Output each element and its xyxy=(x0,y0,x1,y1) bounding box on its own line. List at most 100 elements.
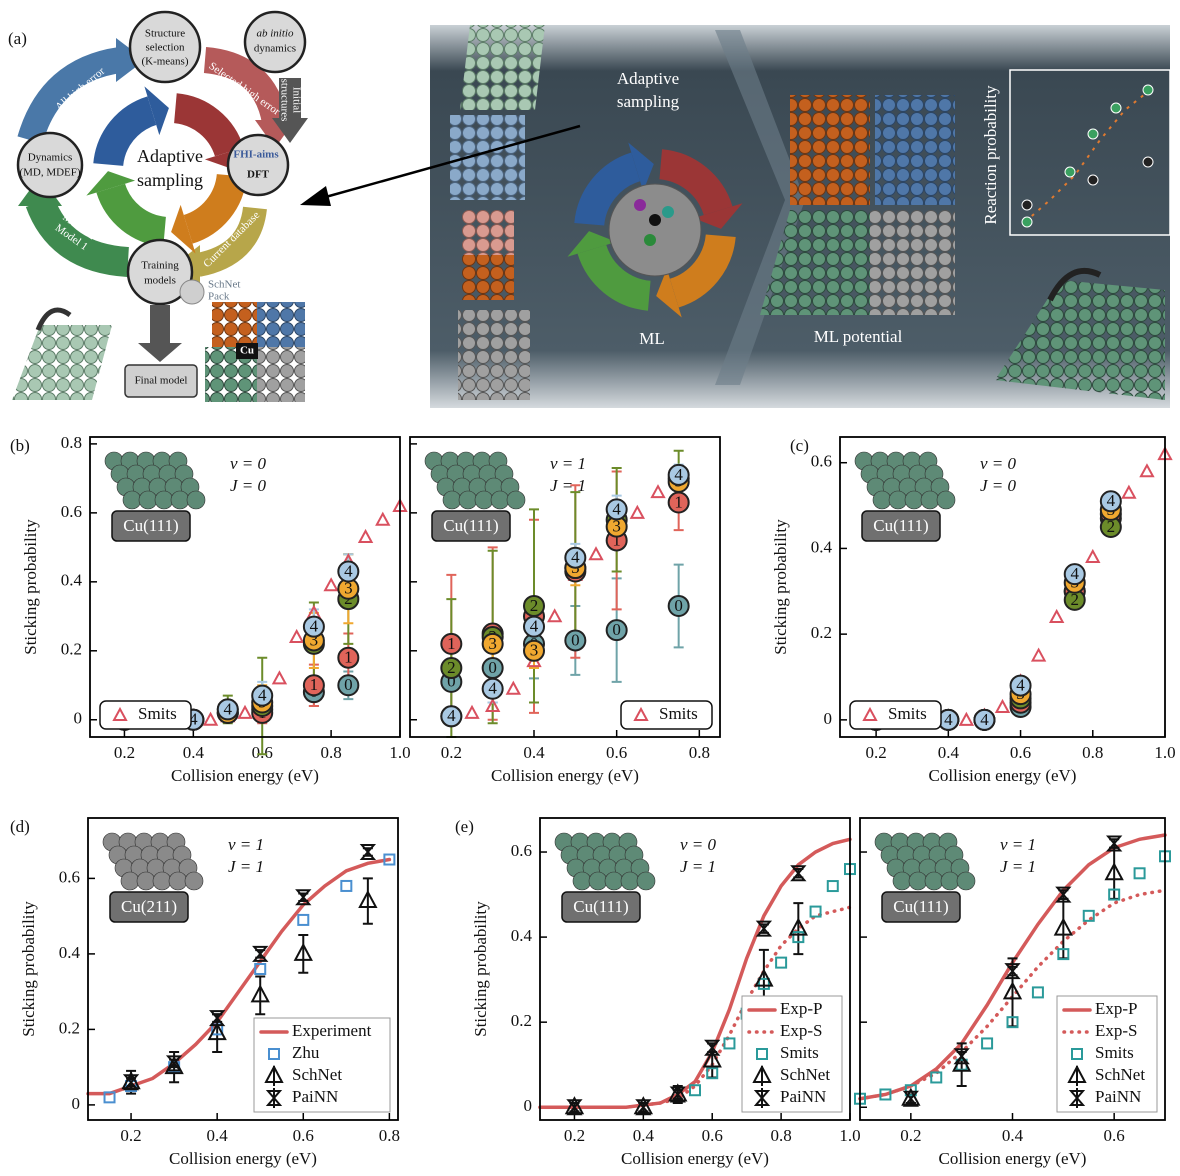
legend-label: Smits xyxy=(1095,1043,1134,1062)
y-axis-label: Sticking probability xyxy=(471,901,490,1037)
legend-label: Exp-P xyxy=(780,999,823,1018)
x-tick-label: 0.2 xyxy=(865,743,886,762)
cycle-arrow xyxy=(111,188,165,232)
x-axis-label: Collision energy (eV) xyxy=(929,766,1077,785)
y-tick-label: 0.4 xyxy=(511,926,533,945)
annotation: v = 0 xyxy=(980,454,1017,473)
x-tick-label: 0.2 xyxy=(900,1126,921,1145)
surface-icon-atom xyxy=(153,872,171,890)
surface-icon-atom xyxy=(123,491,141,509)
atom xyxy=(662,206,674,218)
marker-label: 2 xyxy=(530,596,539,615)
legend-label: SchNet xyxy=(1095,1065,1145,1084)
y-tick-label: 0.8 xyxy=(61,433,82,452)
y-tick-label: 0.4 xyxy=(59,943,81,962)
legend-label: Exp-S xyxy=(1095,1021,1138,1040)
surface-label: Cu(111) xyxy=(573,897,628,916)
surface-icon-atom xyxy=(873,491,891,509)
surface-icon-atom xyxy=(937,491,955,509)
surface-icon-atom xyxy=(925,872,943,890)
x-tick-label: 0.4 xyxy=(1002,1126,1024,1145)
surface xyxy=(875,95,955,205)
x-tick-label: 0.6 xyxy=(293,1126,314,1145)
node-text: models xyxy=(144,275,176,287)
surface-icon-atom xyxy=(443,491,461,509)
x-tick-label: 0.4 xyxy=(523,743,545,762)
surface xyxy=(12,325,112,400)
annotation: v = 1 xyxy=(228,835,264,854)
x-tick-label: 0.6 xyxy=(702,1126,723,1145)
scheme-text: Adaptive xyxy=(617,69,679,88)
x-axis-label: Collision energy (eV) xyxy=(169,1149,317,1168)
node-text: dynamics xyxy=(254,43,296,55)
x-tick-label: 0.4 xyxy=(207,1126,229,1145)
annotation: v = 0 xyxy=(680,835,717,854)
surface-icon-atom xyxy=(139,491,157,509)
node-text: Training xyxy=(141,260,179,272)
marker-label: 4 xyxy=(310,617,319,636)
scheme-text: ML xyxy=(639,329,665,348)
x-tick-label: 0.6 xyxy=(1104,1126,1125,1145)
surface-icon-atom xyxy=(137,872,155,890)
x-axis-label: Collision energy (eV) xyxy=(171,766,319,785)
y-tick-label: 0 xyxy=(524,1096,533,1115)
annotation: v = 1 xyxy=(1000,835,1036,854)
surface-label: Cu(111) xyxy=(443,516,498,535)
inset-point xyxy=(1065,167,1075,177)
marker-label: 4 xyxy=(674,465,683,484)
x-tick-label: 0.4 xyxy=(183,743,205,762)
annotation: J = 1 xyxy=(550,476,586,495)
inset-point xyxy=(1143,85,1153,95)
surface-icon-atom xyxy=(121,872,139,890)
node-text: DFT xyxy=(247,169,270,181)
legend-label: Exp-P xyxy=(1095,999,1138,1018)
marker-label: 3 xyxy=(488,634,497,653)
surface xyxy=(257,302,305,347)
cycle-title: Adaptive xyxy=(137,146,203,166)
surface xyxy=(450,115,525,200)
x-tick-label: 0.2 xyxy=(564,1126,585,1145)
panel-label: (c) xyxy=(790,436,809,455)
inset-point xyxy=(1022,200,1032,210)
x-tick-label: 0.2 xyxy=(120,1126,141,1145)
y-tick-label: 0.2 xyxy=(59,1018,80,1037)
legend-label: SchNet xyxy=(292,1065,342,1084)
surface-icon-atom xyxy=(941,872,959,890)
y-tick-label: 0.2 xyxy=(511,1011,532,1030)
y-tick-label: 0.6 xyxy=(511,841,532,860)
annotation: J = 0 xyxy=(980,476,1017,495)
surface-icon-atom xyxy=(905,491,923,509)
legend-label: PaiNN xyxy=(1095,1087,1141,1106)
node-text: (MD, MDEF) xyxy=(19,167,80,179)
surface xyxy=(460,25,545,110)
surface xyxy=(458,310,530,400)
x-tick-label: 0.8 xyxy=(320,743,341,762)
legend-label: PaiNN xyxy=(292,1087,338,1106)
surface-icon-atom xyxy=(187,491,205,509)
annotation: J = 0 xyxy=(230,476,267,495)
scheme-text: ML potential xyxy=(814,327,903,346)
surface xyxy=(462,255,514,300)
surface xyxy=(212,302,257,347)
surface-icon-atom xyxy=(155,491,173,509)
schnet-logo xyxy=(180,280,204,304)
logo-text: SchNet xyxy=(208,279,240,291)
legend-label: SchNet xyxy=(780,1065,830,1084)
y-axis-label: Sticking probability xyxy=(19,901,38,1037)
marker-label: 4 xyxy=(344,561,353,580)
legend-label: PaiNN xyxy=(780,1087,826,1106)
surface-icon-atom xyxy=(893,872,911,890)
x-tick-label: 0.6 xyxy=(1010,743,1031,762)
x-axis-label: Collision energy (eV) xyxy=(621,1149,769,1168)
marker-label: 1 xyxy=(447,634,456,653)
surface-icon-atom xyxy=(475,491,493,509)
y-tick-label: 0 xyxy=(74,709,83,728)
node xyxy=(228,135,288,195)
inset-point xyxy=(1022,217,1032,227)
x-tick-label: 0.2 xyxy=(441,743,462,762)
marker-label: 0 xyxy=(674,596,683,615)
marker-label: 4 xyxy=(944,710,953,729)
y-tick-label: 0.4 xyxy=(811,537,833,556)
arrow-head xyxy=(300,186,331,206)
surface xyxy=(462,210,514,255)
